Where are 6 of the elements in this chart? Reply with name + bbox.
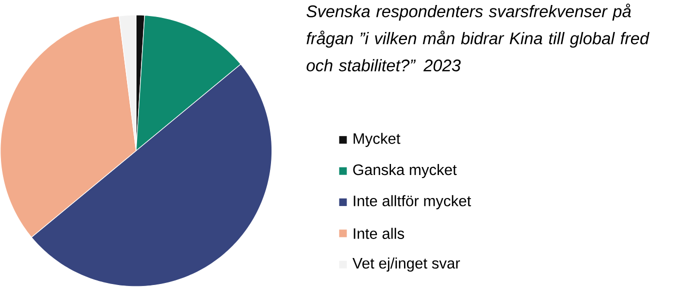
legend-label: Ganska mycket (353, 164, 457, 178)
legend-label: Inte alltför mycket (354, 195, 472, 210)
text: Svenska respondenters svarsfrekvenser på frågan ”i vilken mån bidrar Kina till global fred och stabilitet?” 2023 (306, 4, 650, 72)
legend-label: Mycket (354, 132, 400, 148)
legend-label: Inte alls (354, 228, 404, 240)
legend-label: Vet ej/inget svar (352, 258, 460, 272)
